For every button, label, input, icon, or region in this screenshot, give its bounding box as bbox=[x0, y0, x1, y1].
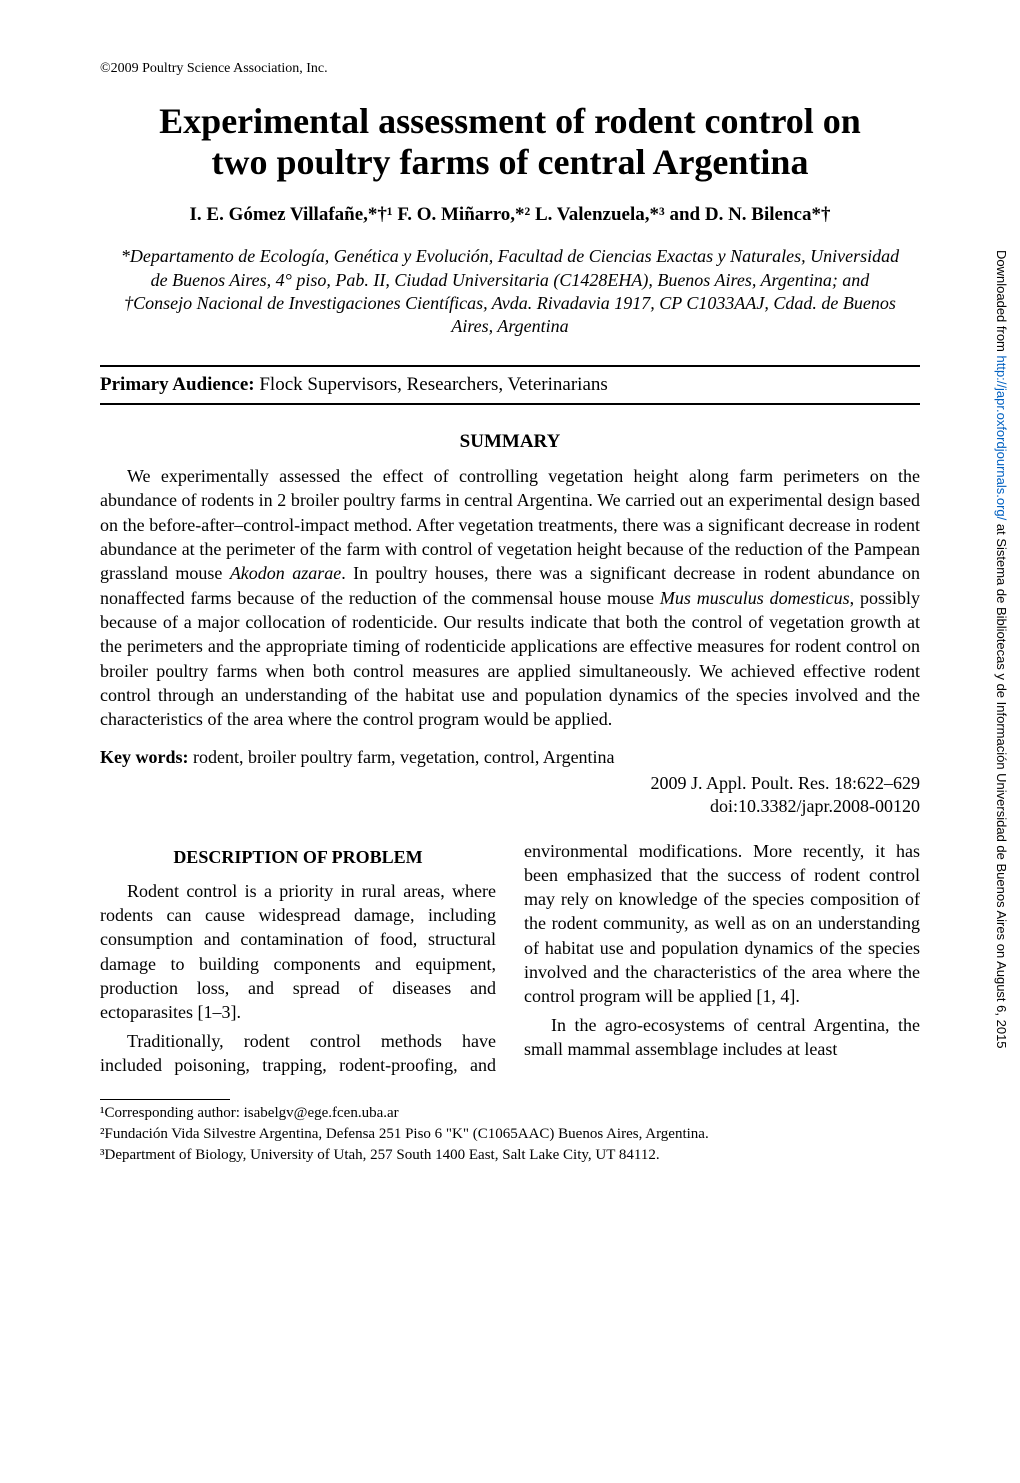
species-2: Mus musculus domesticus bbox=[660, 588, 850, 608]
abstract: We experimentally assessed the effect of… bbox=[100, 464, 920, 731]
footnotes: ¹Corresponding author: isabelgv@ege.fcen… bbox=[100, 1104, 920, 1164]
keywords-label: Key words: bbox=[100, 747, 193, 767]
abstract-post: , possibly because of a major collocatio… bbox=[100, 588, 920, 729]
footnote-2: ²Fundación Vida Silvestre Argentina, Def… bbox=[100, 1125, 920, 1144]
rule-top bbox=[100, 365, 920, 367]
primary-audience: Primary Audience: Flock Supervisors, Res… bbox=[100, 369, 920, 401]
audience-text: Flock Supervisors, Researchers, Veterina… bbox=[259, 374, 607, 395]
doi: doi:10.3382/japr.2008-00120 bbox=[100, 795, 920, 818]
copyright-line: ©2009 Poultry Science Association, Inc. bbox=[100, 60, 920, 79]
sidenote-link[interactable]: http://japr.oxfordjournals.org/ bbox=[994, 356, 1009, 521]
keywords: Key words: rodent, broiler poultry farm,… bbox=[100, 745, 920, 769]
summary-heading: SUMMARY bbox=[100, 429, 920, 455]
body-columns: DESCRIPTION OF PROBLEM Rodent control is… bbox=[100, 839, 920, 1078]
footnote-3: ³Department of Biology, University of Ut… bbox=[100, 1146, 920, 1165]
sidenote-pre: Downloaded from bbox=[994, 250, 1009, 356]
footnote-rule bbox=[100, 1099, 230, 1100]
download-sidenote: Downloaded from http://japr.oxfordjourna… bbox=[994, 250, 1010, 1250]
sidenote-post: at Sistema de Bibliotecas y de Informaci… bbox=[994, 520, 1009, 1048]
footnote-1: ¹Corresponding author: isabelgv@ege.fcen… bbox=[100, 1104, 920, 1123]
keywords-text: rodent, broiler poultry farm, vegetation… bbox=[193, 747, 615, 767]
affiliations: *Departamento de Ecología, Genética y Ev… bbox=[120, 245, 900, 339]
journal-citation: 2009 J. Appl. Poult. Res. 18:622–629 bbox=[100, 772, 920, 795]
paper-title: Experimental assessment of rodent contro… bbox=[130, 101, 890, 184]
page: ©2009 Poultry Science Association, Inc. … bbox=[0, 0, 1020, 1483]
section-heading: DESCRIPTION OF PROBLEM bbox=[100, 845, 496, 869]
rule-bottom bbox=[100, 403, 920, 405]
citation-block: 2009 J. Appl. Poult. Res. 18:622–629 doi… bbox=[100, 772, 920, 819]
species-1: Akodon azarae bbox=[230, 563, 341, 583]
body-paragraph-3: In the agro-ecosystems of central Argent… bbox=[524, 1013, 920, 1062]
audience-label: Primary Audience: bbox=[100, 374, 259, 395]
body-paragraph-1: Rodent control is a priority in rural ar… bbox=[100, 879, 496, 1025]
authors-line: I. E. Gómez Villafañe,*†¹ F. O. Miñarro,… bbox=[100, 202, 920, 228]
